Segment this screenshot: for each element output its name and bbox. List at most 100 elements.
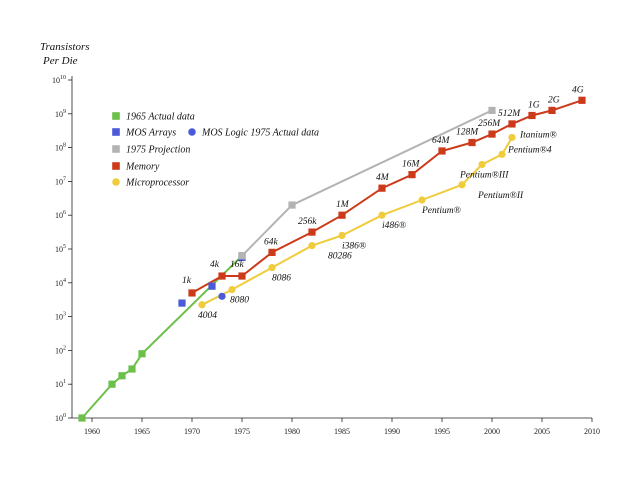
data-label: 64k [264, 237, 279, 247]
point-1965-actual-data [138, 350, 146, 358]
point-memory [268, 248, 276, 256]
point-microprocessor [338, 231, 346, 240]
legend-marker [112, 128, 120, 136]
point-microprocessor [268, 263, 276, 272]
point-mos-arrays [178, 299, 186, 307]
data-label: Pentium®III [459, 170, 509, 181]
y-axis-title-line1: Transistors [40, 41, 90, 53]
legend-marker [188, 128, 196, 136]
data-label: 8086 [272, 274, 291, 284]
point-1965-actual-data [118, 372, 126, 380]
y-tick-label: 104 [55, 278, 66, 288]
axes: 100 101 102 103 104 105 106 107 108 109 1010 1960 19… [52, 75, 600, 436]
data-label: 4k [210, 260, 220, 270]
point-microprocessor [308, 242, 316, 250]
x-tick-label: 1970 [184, 427, 200, 436]
data-label: 64M [432, 136, 451, 146]
point-microprocessor [418, 196, 426, 204]
point-1975-projection [288, 201, 296, 209]
data-label: 16M [402, 160, 421, 170]
point-1975-projection [488, 106, 496, 115]
series-line-microprocessor [201, 136, 513, 306]
point-memory [338, 211, 346, 219]
data-label: 4004 [198, 311, 217, 321]
data-label: 128M [456, 128, 479, 138]
y-axis-title-line2: Per Die [43, 55, 78, 67]
point-1975-projection [238, 252, 246, 260]
point-memory [528, 111, 536, 120]
x-tick-label: 1975 [234, 427, 250, 436]
data-label: 4G [572, 85, 584, 95]
point-microprocessor [198, 301, 206, 309]
point-memory [468, 138, 476, 147]
x-tick-label: 2000 [484, 427, 500, 436]
legend-marker [112, 162, 120, 170]
point-memory [218, 272, 226, 280]
x-tick-label: 1960 [84, 427, 100, 436]
data-label: 4M [376, 173, 390, 183]
legend-marker [112, 145, 120, 153]
data-label: 8080 [230, 296, 249, 306]
point-memory [308, 228, 316, 236]
x-tick-label: 1995 [434, 427, 450, 436]
point-memory [378, 184, 386, 192]
data-label: 16k [230, 260, 245, 270]
x-tick-label: 1980 [284, 427, 300, 436]
data-label: 512M [498, 109, 521, 119]
legend: 1965 Actual data MOS Arrays MOS Logic 1975… [112, 112, 319, 189]
data-label: 2G [548, 95, 560, 105]
legend-label: 1975 Projection [126, 145, 190, 156]
y-tick-label: 105 [55, 244, 66, 254]
point-microprocessor [478, 160, 486, 169]
data-label: Pentium®II [477, 190, 524, 201]
y-tick-label: 106 [55, 210, 66, 220]
data-label: 256k [298, 217, 317, 227]
point-microprocessor [378, 211, 386, 219]
point-microprocessor [228, 285, 236, 294]
data-label: 1G [528, 100, 540, 110]
x-tick-label: 1985 [334, 427, 350, 436]
point-mos-arrays [208, 282, 216, 290]
legend-marker [112, 178, 120, 186]
y-tick-label: 109 [55, 109, 66, 119]
point-memory [548, 106, 556, 115]
point-microprocessor [458, 181, 466, 189]
data-label: 80286 [328, 252, 352, 262]
legend-marker [112, 112, 120, 120]
data-label: Pentium® [421, 205, 461, 216]
data-label: i386® [342, 240, 366, 251]
point-1965-actual-data [128, 365, 136, 373]
legend-label: Microprocessor [125, 178, 189, 189]
legend-label: MOS Arrays [125, 128, 176, 139]
x-tick-label: 2010 [584, 427, 600, 436]
point-memory [488, 130, 496, 138]
series-layer [78, 96, 586, 422]
data-label: Pentium®4 [507, 144, 552, 155]
y-tick-label: 102 [55, 345, 66, 355]
point-memory [238, 272, 246, 280]
y-tick-label: 101 [55, 379, 66, 389]
point-mos-logic-1975-actual-data [218, 292, 226, 300]
point-memory [508, 120, 516, 128]
point-microprocessor [498, 150, 506, 158]
legend-label: MOS Logic 1975 Actual data [201, 128, 319, 139]
point-memory [578, 96, 586, 104]
point-memory [188, 289, 196, 297]
legend-label: Memory [125, 162, 160, 173]
data-label: i486® [382, 220, 406, 231]
legend-label: 1965 Actual data [126, 112, 195, 123]
point-1965-actual-data [108, 380, 116, 388]
point-memory [408, 171, 416, 179]
y-tick-label: 108 [55, 143, 66, 153]
y-tick-label: 1010 [52, 75, 66, 85]
x-tick-label: 1965 [134, 427, 150, 436]
point-memory [438, 147, 446, 155]
y-tick-label: 103 [55, 312, 66, 322]
y-tick-label: 100 [55, 413, 66, 423]
data-label: 1M [336, 200, 350, 210]
point-1965-actual-data [78, 414, 86, 422]
x-tick-label: 1990 [384, 427, 400, 436]
data-label: Itanium® [519, 129, 557, 140]
